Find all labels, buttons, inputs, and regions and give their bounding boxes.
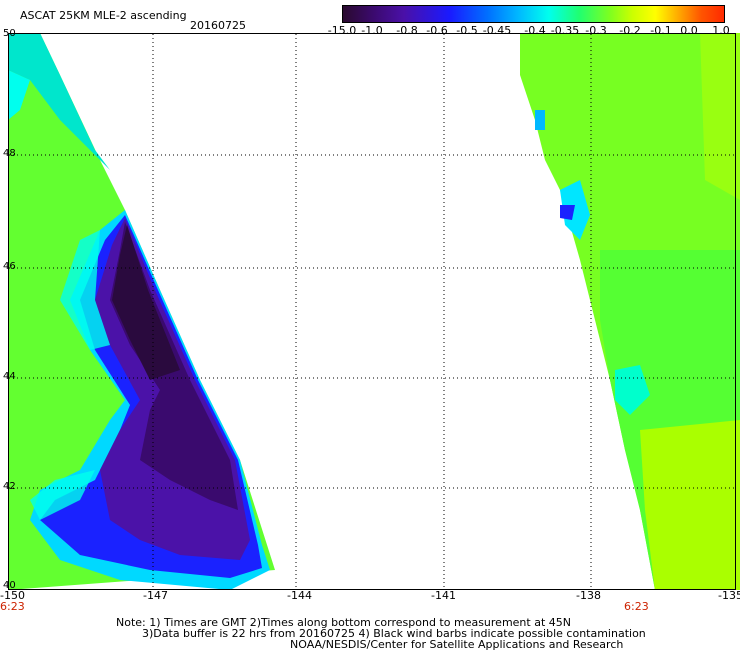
map-gridlines (9, 34, 735, 589)
lon-label: -150 (0, 589, 25, 602)
time-label-left: 6:23 (0, 600, 25, 613)
time-label-right: 6:23 (624, 600, 649, 613)
lat-label: 50 (3, 28, 16, 39)
lon-label: -135 (718, 589, 740, 602)
footer-note-line2: 3)Data buffer is 22 hrs from 20160725 4)… (142, 627, 646, 640)
map-frame (8, 33, 736, 590)
lon-label: -147 (143, 589, 168, 602)
lon-label: -141 (431, 589, 456, 602)
lat-label: 46 (3, 261, 16, 272)
lon-label: -138 (576, 589, 601, 602)
colorbar (342, 5, 725, 23)
lat-label: 44 (3, 371, 16, 382)
swath-left (8, 33, 275, 590)
lat-label: 40 (3, 580, 16, 591)
lon-label: -144 (287, 589, 312, 602)
map-title: ASCAT 25KM MLE-2 ascending (20, 9, 187, 22)
lat-label: 42 (3, 481, 16, 492)
footer-note-line1: Note: 1) Times are GMT 2)Times along bot… (116, 616, 571, 629)
lat-label: 48 (3, 148, 16, 159)
swath-right (520, 33, 740, 590)
footer-credit: NOAA/NESDIS/Center for Satellite Applica… (290, 638, 624, 651)
map-date: 20160725 (190, 19, 246, 32)
